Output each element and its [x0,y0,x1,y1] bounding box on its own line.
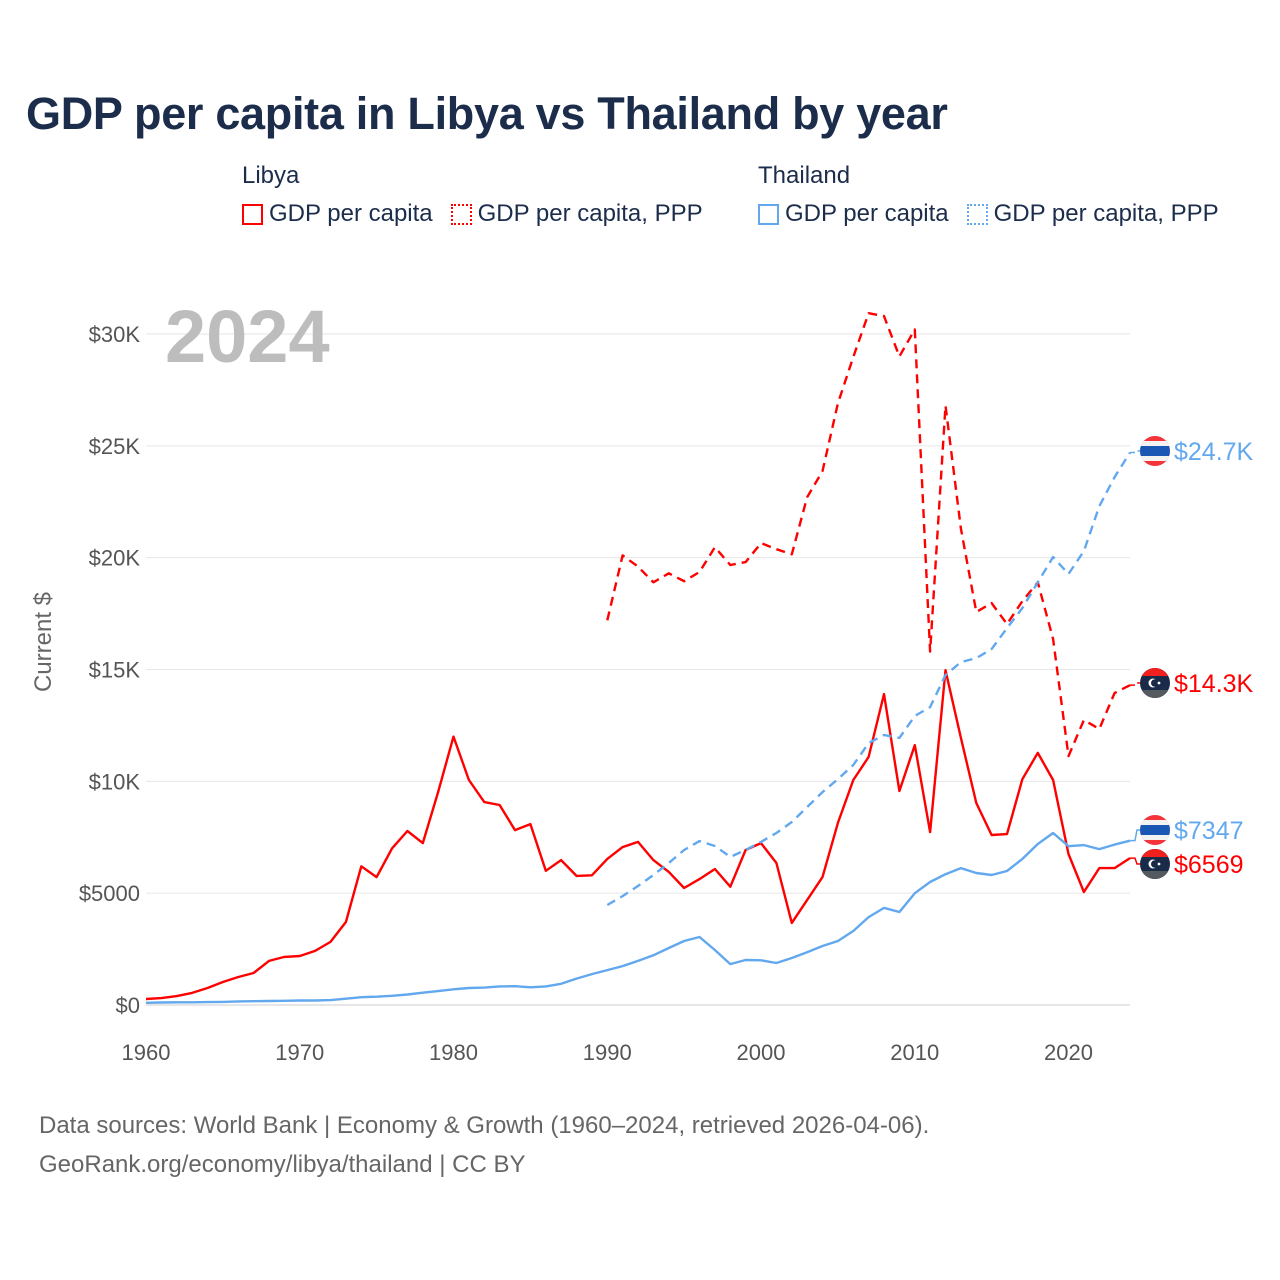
end-value-label: $7347 [1174,817,1244,845]
x-tick-label: 2000 [737,1040,786,1065]
legend-label: GDP per capita, PPP [477,200,703,227]
legend-swatch-dotted [450,203,472,225]
thailand-flag-icon [1140,815,1170,845]
year-watermark: 2024 [165,295,330,378]
y-tick-label: $10K [89,769,141,794]
end-value-label: $6569 [1174,851,1244,879]
x-tick-label: 1960 [122,1040,171,1065]
series-line-thailand_gdp [145,831,1131,1004]
legend-item-thailand-gdp[interactable]: GDP per capita [758,200,949,228]
x-tick-label: 2020 [1044,1040,1093,1065]
end-value-label: $14.3K [1174,670,1254,698]
legend-group-libya: Libya GDP per capita GDP per capita, PPP [242,162,703,228]
x-tick-label: 1970 [275,1040,324,1065]
y-tick-label: $15K [89,658,141,683]
legend-label: GDP per capita [785,200,949,227]
y-tick-label: $20K [89,546,141,571]
legend-item-libya-gdp[interactable]: GDP per capita [242,200,433,228]
legend-group-label: Libya [242,162,300,189]
series-line-thailand_ppp [606,451,1132,907]
legend-swatch-solid [242,203,263,225]
thailand-flag-icon [1140,436,1170,466]
y-axis-label: Current $ [30,592,57,692]
y-tick-label: $5000 [79,881,140,906]
legend-item-thailand-ppp[interactable]: GDP per capita, PPP [966,200,1219,228]
libya-flag-icon [1140,849,1170,879]
y-tick-label: $0 [116,993,140,1018]
legend-item-libya-ppp[interactable]: GDP per capita, PPP [450,200,703,228]
x-tick-label: 1980 [429,1040,478,1065]
legend-label: GDP per capita [269,200,433,227]
footer: Data sources: World Bank | Economy & Gro… [39,1106,929,1184]
end-value-label: $24.7K [1174,438,1254,466]
series-line-libya_ppp [606,312,1131,758]
chart-title: GDP per capita in Libya vs Thailand by y… [26,88,948,139]
source-link[interactable]: GeoRank.org/economy/libya/thailand | CC … [39,1151,526,1178]
series-line-libya_gdp [145,669,1131,1001]
legend-swatch-dotted [966,203,988,225]
x-tick-label: 1990 [583,1040,632,1065]
legend-group-thailand: Thailand GDP per capita GDP per capita, … [758,162,1219,228]
y-tick-label: $25K [89,434,141,459]
data-source-note: Data sources: World Bank | Economy & Gro… [39,1112,930,1139]
legend-swatch-solid [758,203,779,225]
libya-flag-icon [1140,668,1170,698]
legend-group-label: Thailand [758,162,851,189]
x-tick-label: 2010 [890,1040,939,1065]
legend-label: GDP per capita, PPP [993,200,1219,227]
y-tick-label: $30K [89,322,141,347]
